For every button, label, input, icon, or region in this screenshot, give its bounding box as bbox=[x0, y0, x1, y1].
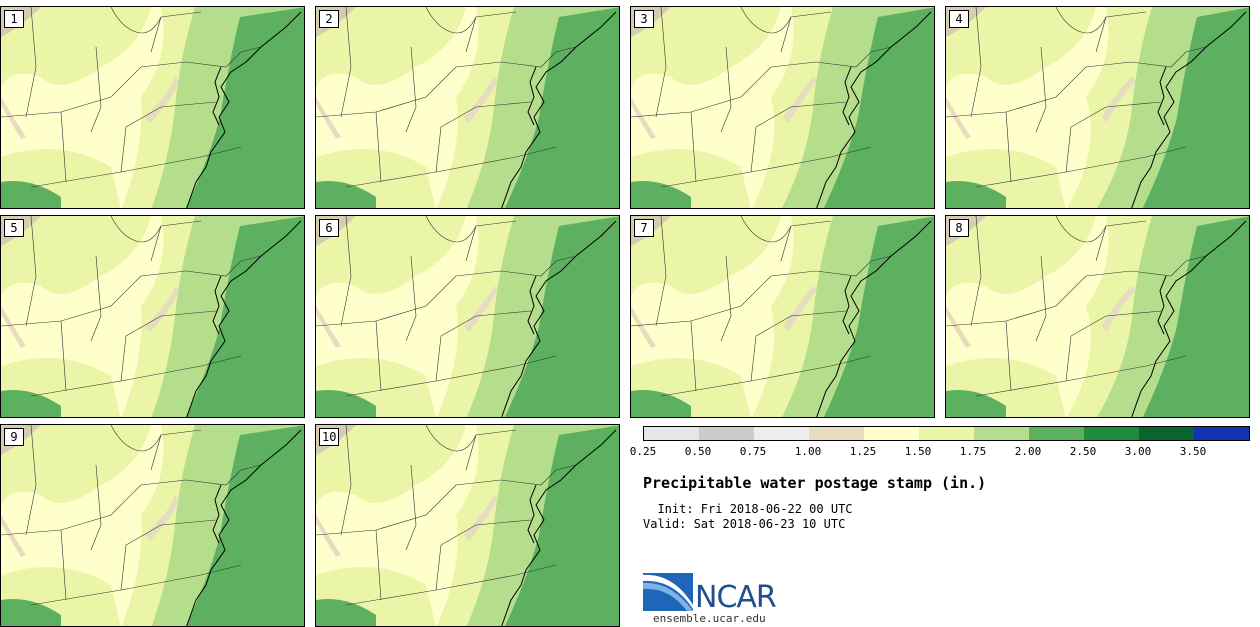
pw-map bbox=[946, 216, 1249, 417]
colorbar-tick-label: 1.25 bbox=[849, 445, 877, 458]
ncar-swoosh-icon bbox=[643, 573, 693, 611]
postage-stamp-panel: 9 bbox=[0, 424, 305, 627]
ncar-logo: NCAR ensemble.ucar.edu bbox=[643, 571, 793, 627]
member-number-label: 8 bbox=[949, 219, 969, 237]
valid-time: Valid: Sat 2018-06-23 10 UTC bbox=[643, 517, 846, 531]
colorbar-swatch bbox=[809, 427, 864, 440]
postage-stamp-panel: 6 bbox=[315, 215, 620, 418]
colorbar-swatch bbox=[644, 427, 699, 440]
colorbar-tick-label: 3.50 bbox=[1179, 445, 1207, 458]
pw-map bbox=[316, 7, 619, 208]
postage-stamp-panel: 3 bbox=[630, 6, 935, 209]
pw-map bbox=[1, 216, 304, 417]
ncar-wordmark: NCAR bbox=[695, 580, 777, 615]
colorbar-swatch bbox=[974, 427, 1029, 440]
member-number-label: 10 bbox=[319, 428, 340, 446]
chart-title: Precipitable water postage stamp (in.) bbox=[643, 474, 987, 492]
pw-map bbox=[1, 425, 304, 626]
member-number-label: 1 bbox=[4, 10, 24, 28]
pw-map bbox=[946, 7, 1249, 208]
member-number-label: 7 bbox=[634, 219, 654, 237]
colorbar-tick-label: 1.00 bbox=[794, 445, 822, 458]
postage-stamp-panel: 2 bbox=[315, 6, 620, 209]
postage-stamp-panel: 5 bbox=[0, 215, 305, 418]
pw-map bbox=[631, 7, 934, 208]
colorbar-swatch bbox=[864, 427, 919, 440]
colorbar-tick-label: 3.00 bbox=[1124, 445, 1152, 458]
postage-stamp-panel: 10 bbox=[315, 424, 620, 627]
colorbar-tick-label: 1.50 bbox=[904, 445, 932, 458]
colorbar-swatch bbox=[919, 427, 974, 440]
colorbar-swatch bbox=[1194, 427, 1249, 440]
colorbar bbox=[643, 426, 1250, 441]
postage-stamp-panel: 4 bbox=[945, 6, 1250, 209]
colorbar-tick-label: 0.25 bbox=[629, 445, 657, 458]
member-number-label: 9 bbox=[4, 428, 24, 446]
website-url: ensemble.ucar.edu bbox=[653, 612, 766, 625]
pw-map bbox=[316, 216, 619, 417]
colorbar-tick-label: 2.50 bbox=[1069, 445, 1097, 458]
colorbar-tick-label: 1.75 bbox=[959, 445, 987, 458]
colorbar-swatch bbox=[754, 427, 809, 440]
colorbar-tick-label: 0.50 bbox=[684, 445, 712, 458]
pw-map bbox=[1, 7, 304, 208]
colorbar-swatch bbox=[699, 427, 754, 440]
postage-stamp-panel: 7 bbox=[630, 215, 935, 418]
init-time: Init: Fri 2018-06-22 00 UTC bbox=[643, 502, 853, 516]
colorbar-tick-label: 0.75 bbox=[739, 445, 767, 458]
member-number-label: 6 bbox=[319, 219, 339, 237]
member-number-label: 2 bbox=[319, 10, 339, 28]
postage-stamp-panel: 8 bbox=[945, 215, 1250, 418]
colorbar-swatch bbox=[1084, 427, 1139, 440]
colorbar-swatch bbox=[1029, 427, 1084, 440]
member-number-label: 5 bbox=[4, 219, 24, 237]
pw-map bbox=[316, 425, 619, 626]
member-number-label: 3 bbox=[634, 10, 654, 28]
member-number-label: 4 bbox=[949, 10, 969, 28]
pw-map bbox=[631, 216, 934, 417]
postage-stamp-panel: 1 bbox=[0, 6, 305, 209]
colorbar-tick-label: 2.00 bbox=[1014, 445, 1042, 458]
colorbar-swatch bbox=[1139, 427, 1194, 440]
